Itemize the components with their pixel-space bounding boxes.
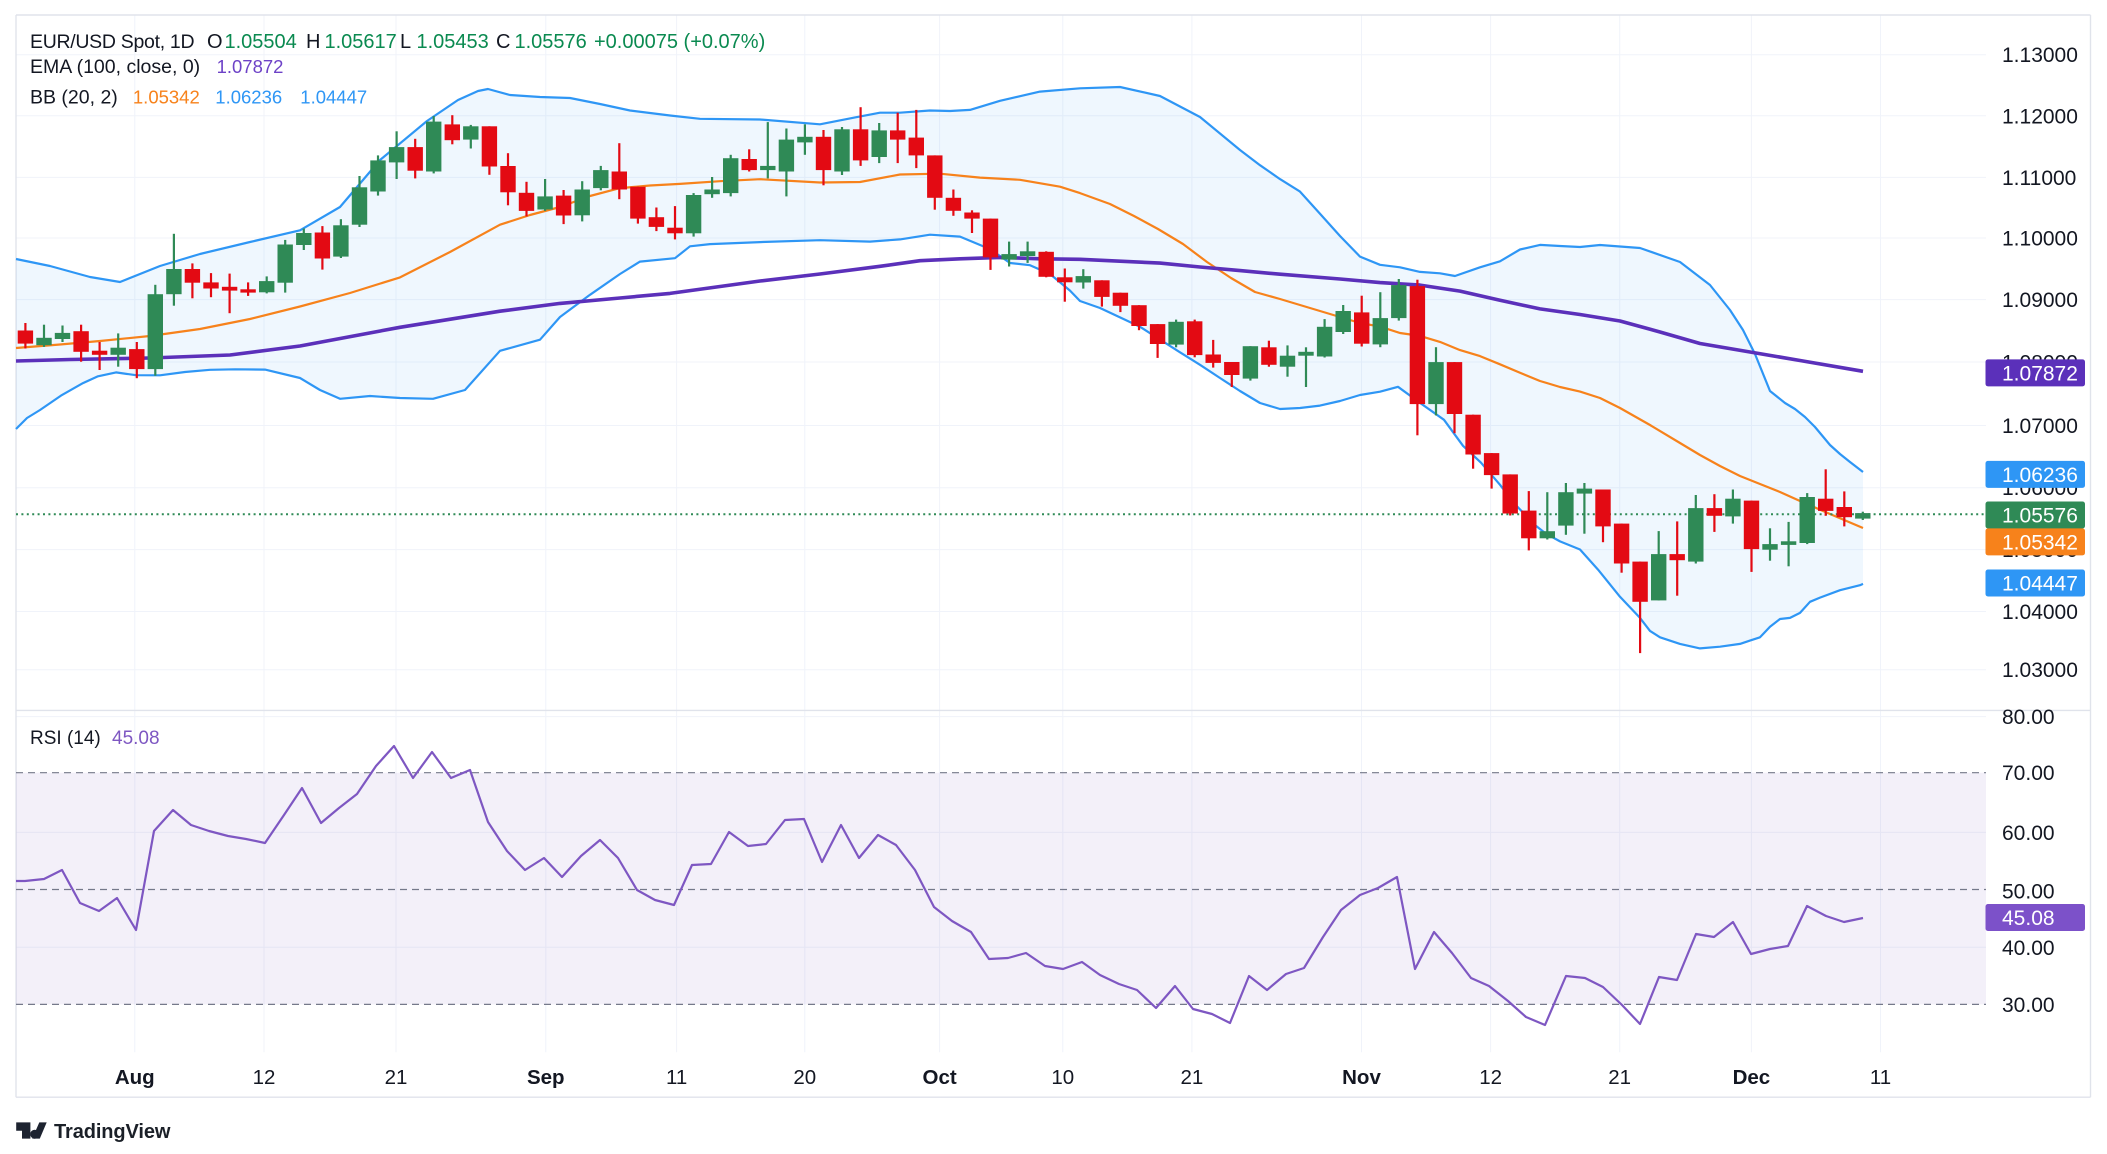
svg-text:1.04447: 1.04447 (300, 87, 367, 108)
svg-text:12: 12 (253, 1066, 276, 1089)
svg-text:20: 20 (793, 1066, 816, 1089)
svg-text:1.07872: 1.07872 (217, 56, 284, 77)
svg-text:EMA (100, close, 0): EMA (100, close, 0) (30, 56, 200, 78)
svg-text:11: 11 (1870, 1066, 1891, 1089)
svg-text:1.05342: 1.05342 (2002, 531, 2078, 554)
svg-text:12: 12 (1479, 1066, 1502, 1089)
svg-text:1.05504: 1.05504 (225, 31, 297, 53)
svg-text:+0.00075 (+0.07%): +0.00075 (+0.07%) (594, 31, 765, 53)
svg-text:80.00: 80.00 (2002, 706, 2055, 729)
svg-text:1.04447: 1.04447 (2002, 573, 2078, 596)
svg-text:30.00: 30.00 (2002, 994, 2055, 1017)
svg-text:H: H (306, 31, 320, 53)
svg-text:Sep: Sep (527, 1066, 565, 1089)
svg-text:1.06236: 1.06236 (215, 87, 282, 108)
svg-text:1.12000: 1.12000 (2002, 105, 2078, 128)
svg-text:1.10000: 1.10000 (2002, 228, 2078, 251)
svg-text:TradingView: TradingView (54, 1121, 171, 1143)
svg-text:BB (20, 2): BB (20, 2) (30, 87, 118, 109)
svg-text:1.03000: 1.03000 (2002, 659, 2078, 682)
svg-text:RSI (14): RSI (14) (30, 728, 101, 749)
svg-text:1.05576: 1.05576 (515, 31, 587, 53)
svg-text:1.09000: 1.09000 (2002, 289, 2078, 312)
svg-text:1.05342: 1.05342 (133, 87, 200, 108)
svg-text:1.05617: 1.05617 (325, 31, 397, 53)
svg-text:45.08: 45.08 (2002, 907, 2055, 930)
svg-text:L: L (400, 31, 411, 53)
svg-text:1.05453: 1.05453 (417, 31, 489, 53)
svg-text:1.11000: 1.11000 (2002, 167, 2076, 190)
svg-text:Oct: Oct (923, 1066, 957, 1089)
svg-text:10: 10 (1051, 1066, 1074, 1089)
svg-text:C: C (496, 31, 510, 53)
svg-text:70.00: 70.00 (2002, 762, 2055, 785)
svg-text:11: 11 (666, 1066, 687, 1089)
svg-text:21: 21 (385, 1066, 408, 1089)
svg-text:Nov: Nov (1342, 1066, 1381, 1089)
svg-text:21: 21 (1608, 1066, 1631, 1089)
svg-text:45.08: 45.08 (112, 728, 160, 749)
svg-text:EUR/USD Spot, 1D: EUR/USD Spot, 1D (30, 31, 194, 53)
svg-text:1.06236: 1.06236 (2002, 464, 2078, 487)
svg-text:40.00: 40.00 (2002, 937, 2055, 960)
svg-text:1.07000: 1.07000 (2002, 415, 2078, 438)
svg-text:Dec: Dec (1733, 1066, 1771, 1089)
svg-text:60.00: 60.00 (2002, 822, 2055, 845)
svg-text:Aug: Aug (115, 1066, 155, 1089)
svg-text:1.05576: 1.05576 (2002, 505, 2078, 528)
svg-text:1.13000: 1.13000 (2002, 44, 2078, 67)
svg-text:O: O (207, 31, 223, 53)
svg-text:50.00: 50.00 (2002, 880, 2055, 903)
svg-text:1.04000: 1.04000 (2002, 601, 2078, 624)
svg-text:21: 21 (1180, 1066, 1203, 1089)
svg-text:1.07872: 1.07872 (2002, 362, 2078, 385)
